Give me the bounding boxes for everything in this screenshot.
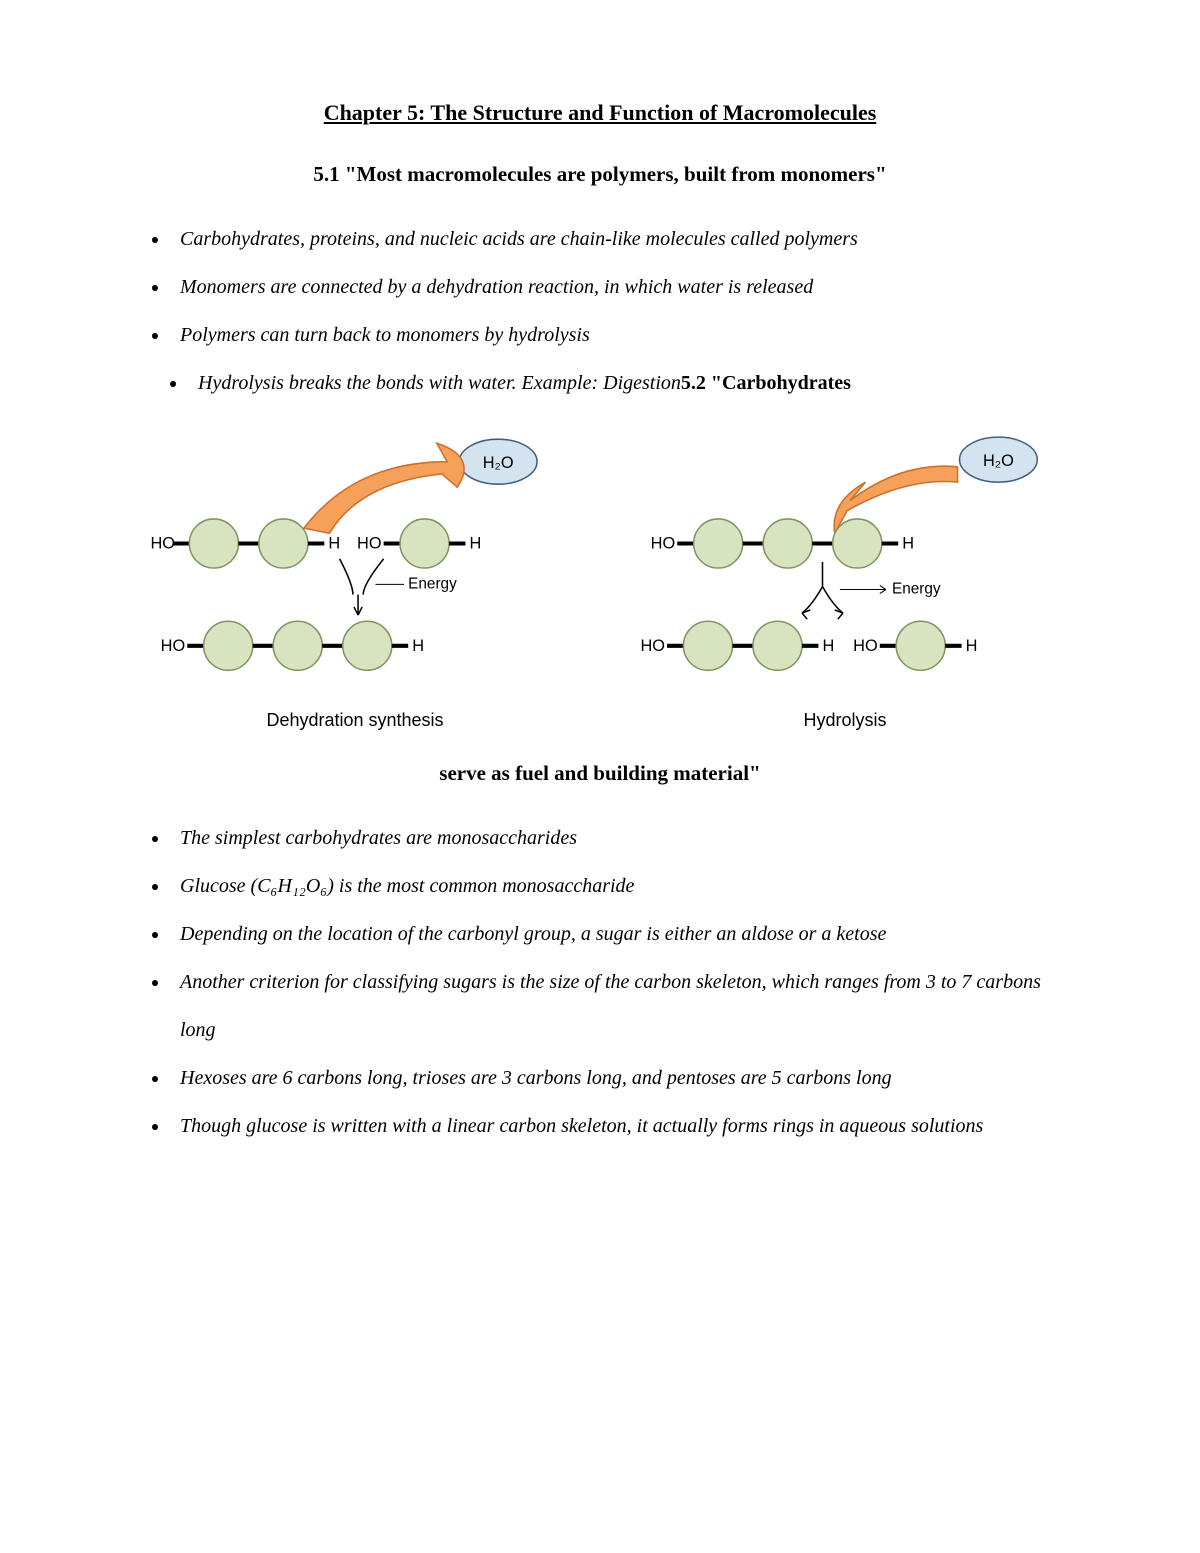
h2o-label: H₂O	[483, 454, 514, 472]
monomer	[343, 621, 392, 670]
list-item: Polymers can turn back to monomers by hy…	[170, 311, 1070, 359]
list-item: Another criterion for classifying sugars…	[170, 958, 1070, 1054]
monomer	[400, 519, 449, 568]
h-label: H	[470, 535, 482, 553]
y-split	[802, 586, 843, 613]
energy-label: Energy	[892, 581, 941, 598]
list-item: Depending on the location of the carbony…	[170, 910, 1070, 958]
list-item: Though glucose is written with a linear …	[170, 1102, 1070, 1150]
ho-label: HO	[161, 637, 186, 655]
diagram-hydrolysis: H₂O HO H Energy	[620, 431, 1070, 731]
diagram-caption: Dehydration synthesis	[130, 710, 580, 731]
monomer	[204, 621, 253, 670]
h2o-label: H₂O	[983, 452, 1014, 470]
monomer	[259, 519, 308, 568]
diagram-dehydration: H₂O HO H HO H	[130, 431, 580, 731]
text-fragment: Hydrolysis breaks the bonds with water. …	[198, 372, 681, 394]
list-item: Hydrolysis breaks the bonds with water. …	[188, 359, 1070, 407]
chapter-title: Chapter 5: The Structure and Function of…	[130, 100, 1070, 126]
ho-label: HO	[651, 535, 676, 553]
ho-label: HO	[853, 637, 878, 655]
page: Chapter 5: The Structure and Function of…	[0, 0, 1200, 1553]
monomer	[763, 519, 812, 568]
h-label: H	[328, 535, 340, 553]
arrow-icon	[304, 443, 464, 533]
hydrolysis-svg: H₂O HO H Energy	[620, 431, 1070, 697]
bullet-list-2: The simplest carbohydrates are monosacch…	[130, 814, 1070, 1150]
text-fragment-bold: 5.2 "Carbohydrates	[681, 372, 851, 394]
diagram-row: H₂O HO H HO H	[130, 431, 1070, 731]
list-item: Monomers are connected by a dehydration …	[170, 263, 1070, 311]
ho-label: HO	[640, 637, 665, 655]
ho-label: HO	[357, 535, 382, 553]
bullet-list-1: Carbohydrates, proteins, and nucleic aci…	[130, 215, 1070, 407]
list-item: Hexoses are 6 carbons long, trioses are …	[170, 1054, 1070, 1102]
dehydration-svg: H₂O HO H HO H	[130, 431, 580, 697]
monomer	[273, 621, 322, 670]
monomer	[189, 519, 238, 568]
section-5-1-title: 5.1 "Most macromolecules are polymers, b…	[130, 162, 1070, 187]
monomer	[753, 621, 802, 670]
energy-label: Energy	[408, 575, 457, 592]
list-item: Carbohydrates, proteins, and nucleic aci…	[170, 215, 1070, 263]
ho-label: HO	[150, 535, 175, 553]
monomer	[833, 519, 882, 568]
list-item: The simplest carbohydrates are monosacch…	[170, 814, 1070, 862]
section-5-2-continuation: serve as fuel and building material"	[130, 761, 1070, 786]
monomer	[683, 621, 732, 670]
monomer	[896, 621, 945, 670]
h-label: H	[902, 535, 914, 553]
h-label: H	[966, 637, 978, 655]
diagram-caption: Hydrolysis	[620, 710, 1070, 731]
h-label: H	[823, 637, 835, 655]
y-connector	[340, 559, 384, 595]
h-label: H	[412, 637, 424, 655]
list-item: Glucose (C₆H₁₂O₆) is the most common mon…	[170, 862, 1070, 910]
monomer	[694, 519, 743, 568]
